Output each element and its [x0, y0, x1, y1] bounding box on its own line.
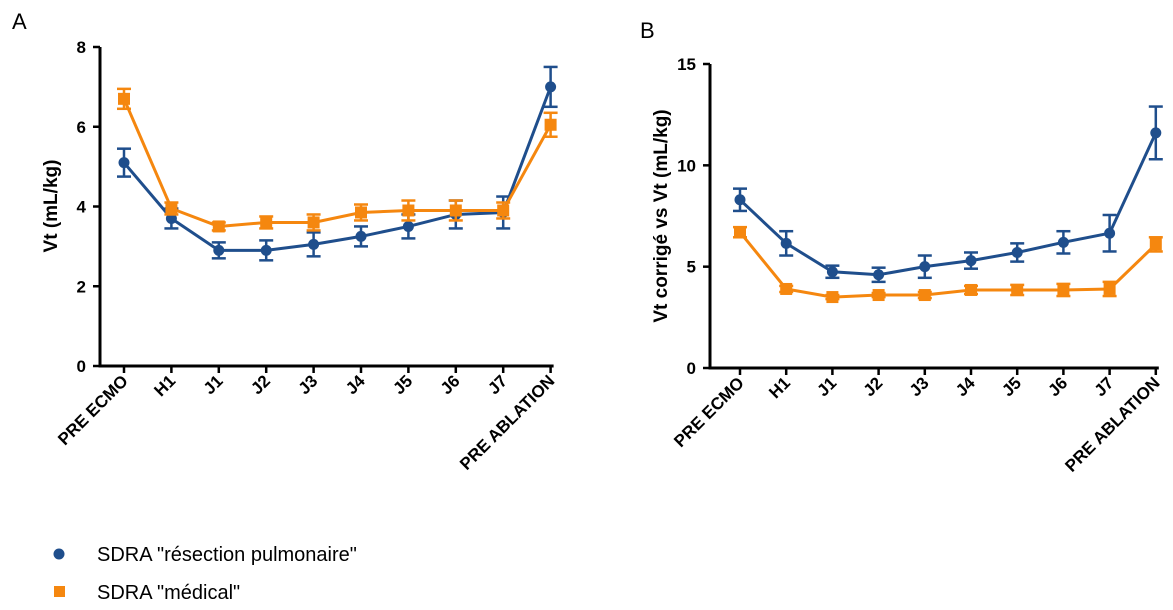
data-point-square	[260, 216, 273, 229]
data-point-circle	[1011, 246, 1023, 258]
y-tick-label: 6	[77, 118, 86, 137]
y-tick-label: 4	[77, 198, 87, 217]
panel-letter: A	[12, 9, 27, 34]
data-point-circle	[118, 157, 130, 169]
data-point-circle	[402, 220, 414, 232]
data-point-circle	[260, 244, 272, 256]
legend: SDRA "résection pulmonaire" SDRA "médica…	[53, 544, 357, 604]
data-point-square	[118, 92, 130, 105]
y-tick-label: 8	[77, 38, 86, 57]
data-point-square	[165, 202, 178, 215]
data-point-square	[544, 118, 557, 131]
series-line-1	[738, 231, 1157, 299]
data-point-circle	[1057, 236, 1069, 248]
y-tick-label: 0	[687, 359, 696, 378]
data-point-square	[355, 206, 367, 219]
data-point-circle	[213, 244, 225, 256]
x-tick-label: J1	[813, 373, 840, 400]
x-tick-label: J6	[437, 371, 464, 398]
data-point-circle	[355, 230, 367, 242]
legend-marker-circle	[53, 548, 65, 560]
data-point-circle	[873, 269, 885, 281]
y-tick-label: 15	[677, 55, 696, 74]
data-point-circle	[734, 194, 746, 206]
x-tick-label: J1	[200, 371, 227, 398]
data-point-square	[780, 282, 793, 295]
y-axis-label: Vt corrigé vs Vt (mL/kg)	[651, 109, 672, 322]
data-point-square	[1011, 283, 1024, 296]
data-point-square	[734, 226, 746, 239]
data-point-circle	[780, 237, 792, 249]
data-point-square	[1057, 283, 1070, 296]
x-tick-label: J7	[1091, 373, 1118, 400]
data-point-circle	[1150, 127, 1162, 139]
x-tick-label: J5	[998, 373, 1025, 400]
legend-marker-square	[54, 586, 65, 597]
data-point-square	[497, 204, 510, 217]
data-point-circle	[545, 81, 557, 93]
y-tick-label: 0	[77, 357, 86, 376]
data-point-square	[918, 289, 931, 302]
data-point-square	[212, 220, 225, 233]
data-point-circle	[965, 255, 977, 267]
x-tick-label: J2	[860, 373, 887, 400]
data-point-square	[872, 289, 885, 302]
x-tick-label: J7	[484, 371, 511, 398]
x-tick-label: J3	[295, 371, 322, 398]
legend-label-medical: SDRA "médical"	[97, 582, 240, 604]
data-point-square	[965, 283, 977, 296]
legend-label-resection: SDRA "résection pulmonaire"	[97, 544, 357, 566]
x-tick-label: J3	[906, 373, 933, 400]
data-point-square	[307, 216, 320, 229]
x-tick-label: J2	[247, 371, 274, 398]
data-point-square	[826, 291, 839, 304]
chart-panel-b: B 0 5 10 15 Vt corrigé vs Vt (mL/kg) PRE ECMO H…	[640, 18, 1164, 476]
data-point-circle	[1104, 227, 1116, 239]
x-tick-label: J6	[1044, 373, 1071, 400]
data-point-circle	[826, 266, 838, 278]
data-point-square	[1103, 282, 1116, 295]
y-tick-label: 2	[77, 277, 86, 296]
data-point-square	[449, 204, 462, 217]
data-point-circle	[308, 238, 320, 250]
data-point-square	[1149, 238, 1162, 251]
x-tick-label: PRE ECMO	[54, 371, 132, 449]
x-tick-label: J5	[389, 371, 416, 398]
series-line-0	[122, 86, 553, 252]
y-tick-label: 5	[687, 258, 696, 277]
series-line-1	[122, 98, 552, 228]
x-tick-label: H1	[765, 373, 794, 402]
x-tick-label: J4	[342, 371, 369, 398]
x-tick-label: PRE ECMO	[670, 373, 748, 451]
chart-panel-a: A 0 2 4 6 8 Vt (mL/kg) PRE ECMO H1 J1 J2 J3 J4 J5 J6 J7…	[12, 9, 558, 474]
y-axis-label: Vt (mL/kg)	[41, 160, 62, 253]
panel-letter: B	[640, 18, 655, 43]
data-point-square	[402, 204, 415, 217]
x-tick-label: J4	[952, 373, 979, 400]
series-line-0	[738, 132, 1158, 277]
data-point-circle	[919, 261, 931, 273]
y-tick-label: 10	[677, 156, 696, 175]
x-tick-label: H1	[150, 371, 179, 400]
